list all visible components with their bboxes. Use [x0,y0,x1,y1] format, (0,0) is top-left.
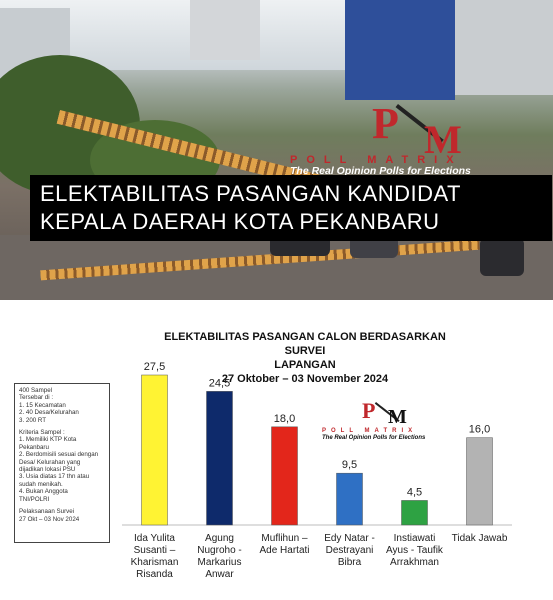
category-label-line: Destrayani [326,545,374,556]
survey-criteria-item: Desa/ Kelurahan yang [19,458,81,466]
logo-p-letter: P [372,99,399,148]
category-label-line: Risanda [136,569,173,580]
category-label-line: Instiawati [394,533,436,544]
banner-building [190,0,260,60]
category-label-line: Arrakhman [390,557,439,568]
survey-criteria-item: 3. Usia diatas 17 thn atau [19,473,90,481]
bars-layer: 27,5 Ida Yulita Susanti – Kharisman Risanda 2… [122,361,512,580]
category-label-line: Markarius [198,557,242,568]
banner-title-line2: KEPALA DAERAH KOTA PEKANBARU [40,209,440,234]
survey-period: 27 Okt – 03 Nov 2024 [19,515,80,523]
survey-criteria-item: 1. Memiliki KTP Kota [19,436,77,444]
category-label-line: Susanti – [134,545,176,556]
category-label-line: Anwar [205,569,234,580]
survey-criteria-item: TNI/POLRI [19,495,50,503]
bar-value-label: 4,5 [407,486,422,498]
logo-tagline: The Real Opinion Polls for Elections [322,435,426,441]
banner-building [455,0,553,95]
category-label-line: Ade Hartati [259,545,309,556]
survey-criteria-item: dijadikan lokasi PSU [19,466,76,474]
survey-spread-label: Tersebar di : [19,394,54,402]
survey-criteria-item: Pekanbaru [19,443,49,451]
survey-criteria-item: 4. Bukan Anggota [19,488,68,496]
chart-poll-matrix-logo: P M POLL MATRIX The Real Opinion Polls f… [322,398,462,444]
survey-spread-item: 1. 15 Kecamatan [19,401,66,409]
chart-title-line3: 27 Oktober – 03 November 2024 [221,373,389,385]
banner-car [480,238,524,276]
survey-criteria-item: sudah menikah. [19,480,63,488]
survey-period-label: Pelaksanaan Survei [19,508,75,516]
chart-title-line1: ELEKTABILITAS PASANGAN CALON BERDASARKAN… [164,331,446,357]
banner-title-line1: ELEKTABILITAS PASANGAN KANDIDAT [40,181,461,206]
category-label: Agung Nugroho -Markarius Anwar [197,533,241,580]
chart-title: ELEKTABILITAS PASANGAN CALON BERDASARKAN… [150,330,460,386]
bar [401,500,428,526]
bar [336,472,363,526]
logo-name: POLL MATRIX [290,154,463,166]
category-label-line: Edy Natar - [324,533,375,544]
survey-criteria-item: 2. Berdomisili sesuai dengan [19,451,99,459]
logo-tagline: The Real Opinion Polls for Elections [290,165,471,177]
survey-criteria-label: Kriteria Sampel : [19,429,65,437]
poll-matrix-logo: P M POLL MATRIX The Real Opinion Polls f… [290,98,545,178]
bar-value-label: 27,5 [144,361,165,373]
category-label-line: Nugroho - [197,545,241,556]
category-label: Tidak Jawab [452,533,508,544]
logo-m-letter: M [424,117,462,162]
category-label: Ida Yulita Susanti – Kharisman Risanda [131,533,179,580]
category-label: Instiawati Ayus - Taufik Arrakhman [386,533,444,568]
survey-spread-item: 3. 200 RT [19,416,47,424]
survey-sample: 400 Sampel [19,387,53,394]
bar [206,391,233,526]
logo-name: POLL MATRIX [322,428,418,434]
bar-value-label: 18,0 [274,413,295,425]
banner-car [350,236,398,258]
header-photo-banner: P M POLL MATRIX The Real Opinion Polls f… [0,0,553,300]
logo-p-letter: P [362,398,376,423]
category-label-line: Bibra [338,557,362,568]
category-label-line: Agung [205,533,234,544]
bar [141,374,168,526]
bar-value-label: 16,0 [469,424,490,436]
category-label-line: Kharisman [131,557,179,568]
category-label-line: Ida Yulita [134,533,175,544]
category-label: Muflihun – Ade Hartati [259,533,309,556]
bar-value-label: 9,5 [342,459,357,471]
bar [271,426,298,526]
category-label-line: Muflihun – [261,533,308,544]
banner-title-box: ELEKTABILITAS PASANGAN KANDIDAT KEPALA D… [30,175,552,241]
banner-building [345,0,455,100]
bar-value-label: 24,5 [209,377,230,389]
category-label-line: Ayus - Taufik [386,545,444,556]
survey-spread-item: 2. 40 Desa/Kelurahan [19,409,79,417]
chart-title-line2: LAPANGAN [274,359,336,371]
category-label: Edy Natar -Destrayani Bibra [324,533,375,568]
logo-m-letter: M [388,406,407,428]
survey-info-box: 400 Sampel Tersebar di : 1. 15 Kecamatan… [14,383,110,543]
category-label-line: Tidak Jawab [452,533,508,544]
bar [466,437,493,526]
